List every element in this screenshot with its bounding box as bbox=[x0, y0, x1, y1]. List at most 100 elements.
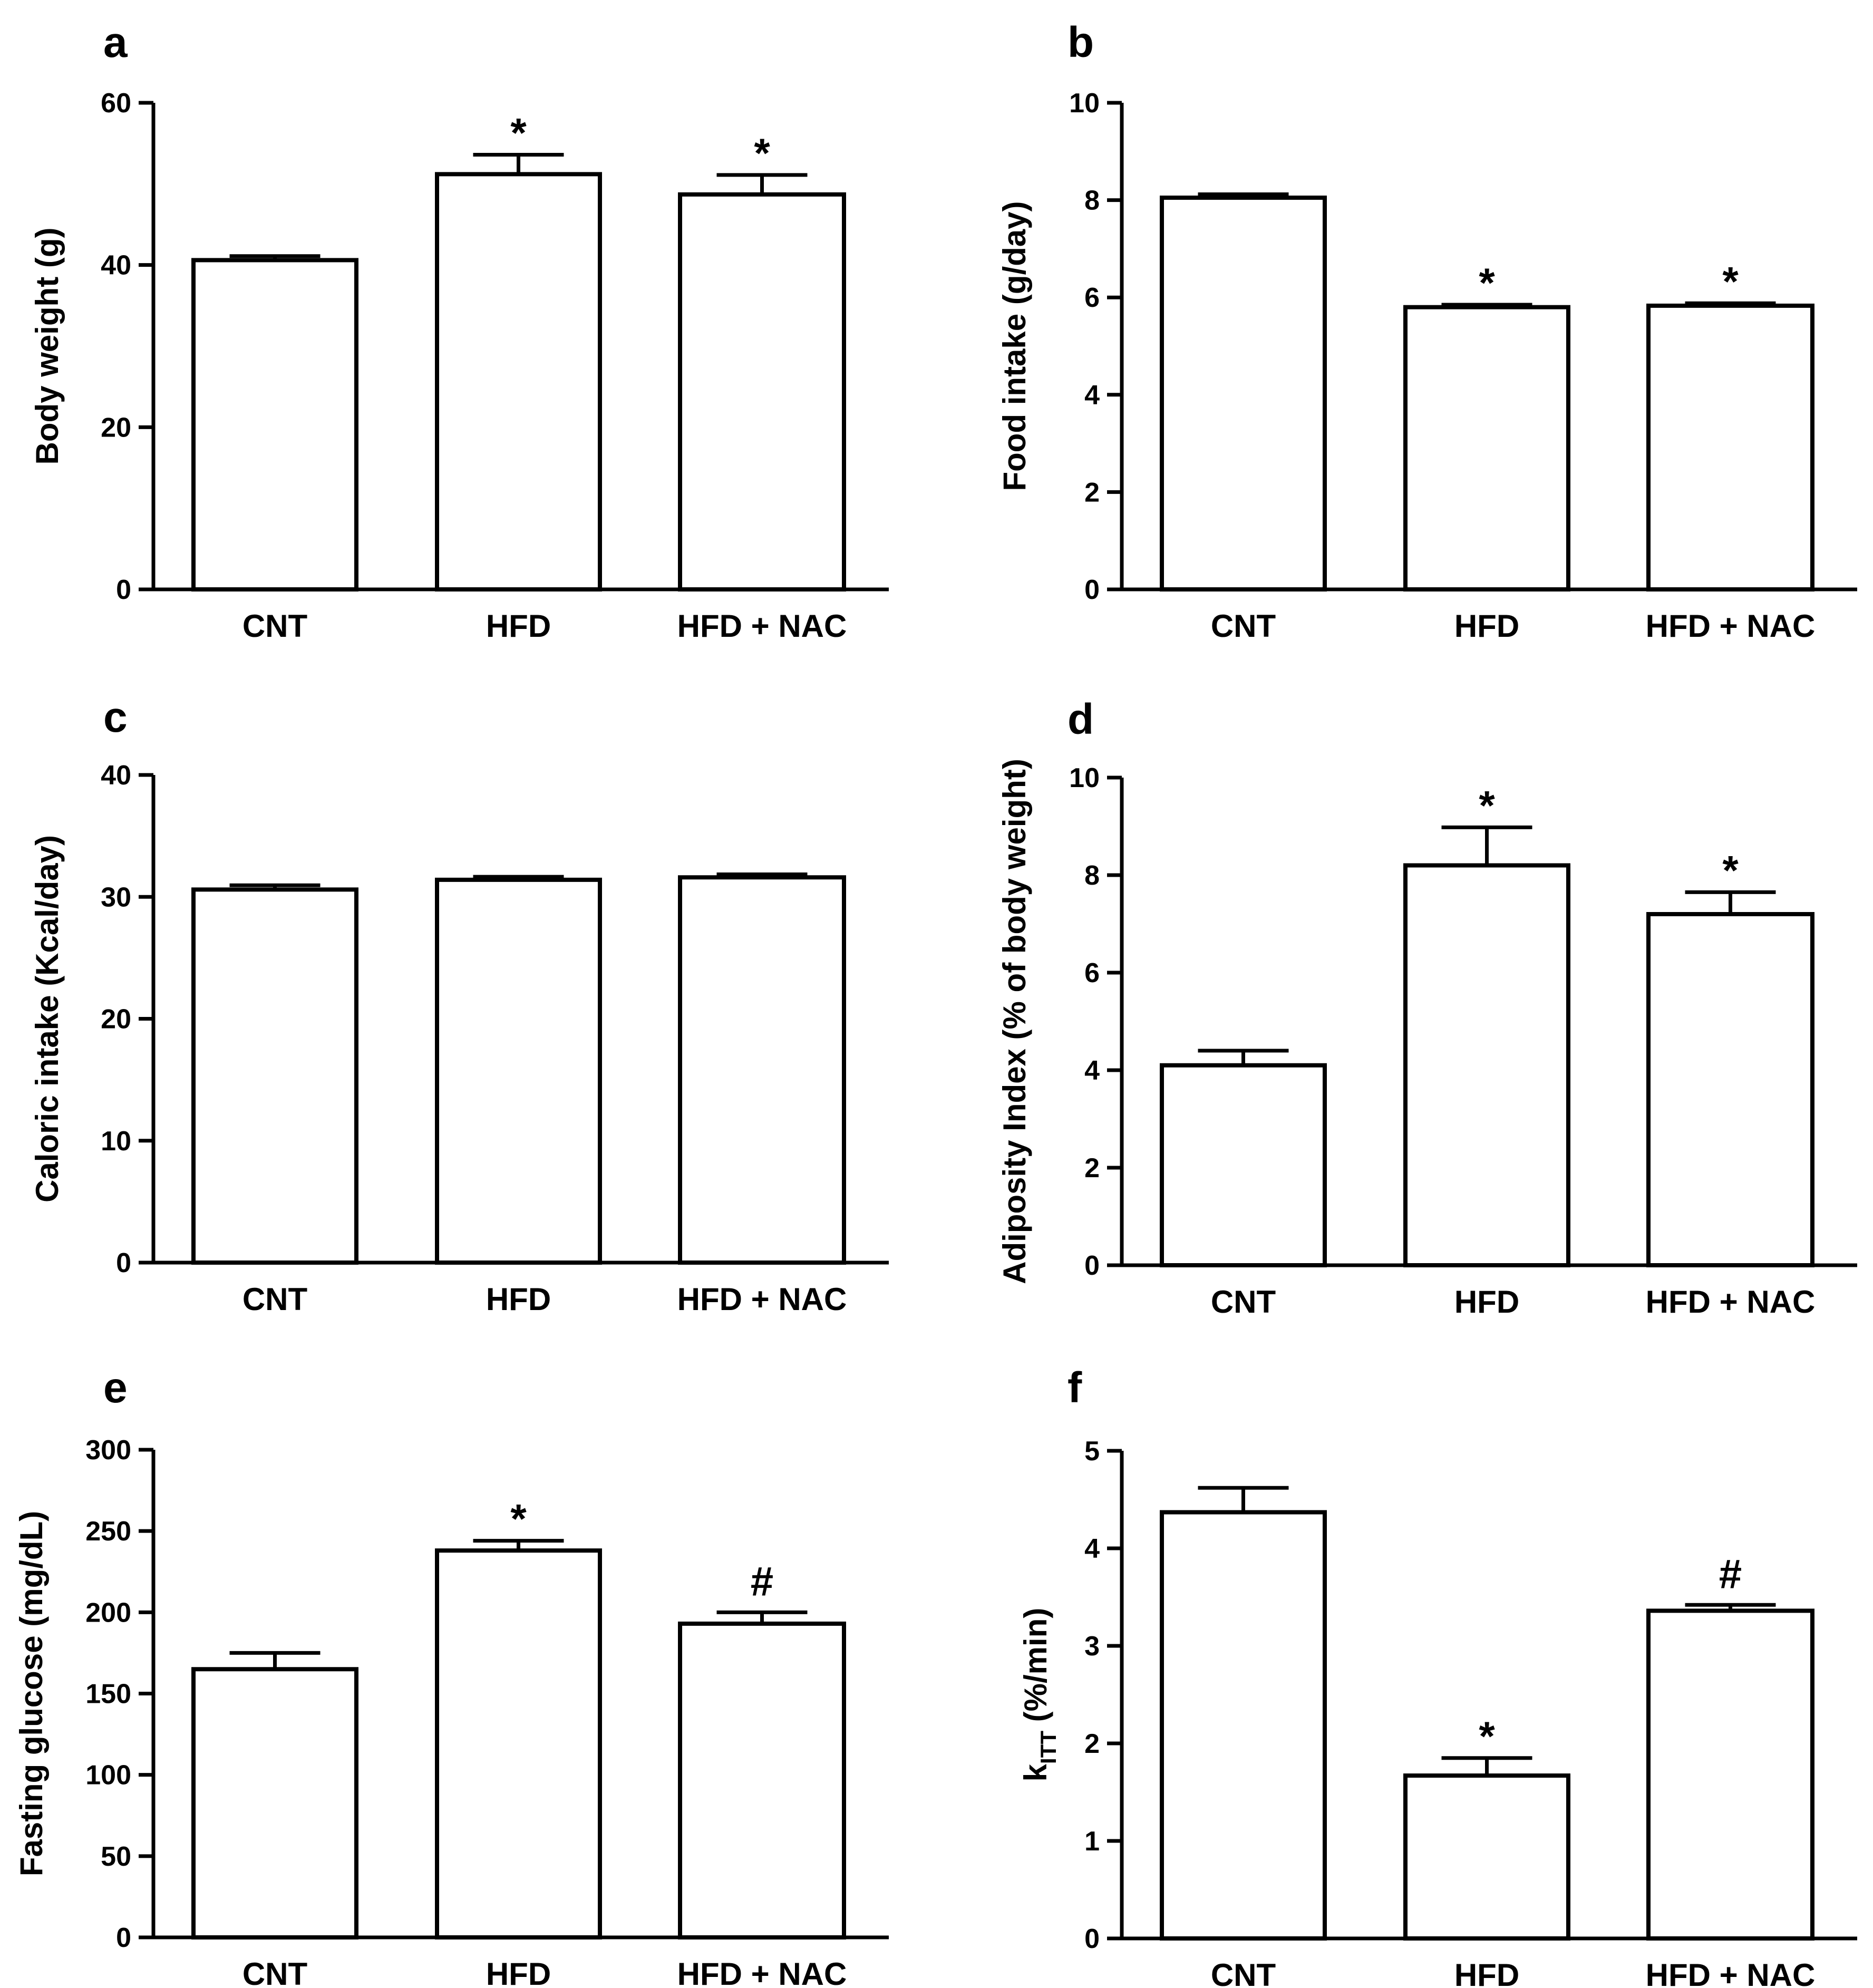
bar-e-1 bbox=[435, 1548, 602, 1940]
bar-d-0 bbox=[1160, 1063, 1327, 1267]
significance-mark: * bbox=[1722, 847, 1739, 893]
y-tick-label: 6 bbox=[1084, 958, 1100, 988]
y-tick-label: 2 bbox=[1084, 477, 1100, 508]
y-tick-label: 150 bbox=[85, 1679, 131, 1710]
x-category-label: CNT bbox=[1211, 608, 1276, 644]
y-axis-label-unit: (%/min) bbox=[1018, 1608, 1053, 1731]
x-category-label: HFD + NAC bbox=[677, 1956, 847, 1988]
y-tick-label: 2 bbox=[1084, 1729, 1100, 1759]
y-tick-label: 20 bbox=[101, 412, 131, 443]
y-tick-label: 6 bbox=[1084, 283, 1100, 313]
panel-e: e 0 50 100 150 200 250 300 Fasting glucose (mg/d… bbox=[14, 1364, 889, 1988]
x-category-label: HFD + NAC bbox=[1646, 1284, 1816, 1320]
y-tick-label: 30 bbox=[101, 882, 131, 913]
y-axis-label: Body weight (g) bbox=[30, 228, 65, 465]
significance-mark: * bbox=[1722, 258, 1739, 304]
x-category-label: CNT bbox=[1211, 1957, 1276, 1988]
y-tick-label: 10 bbox=[1069, 763, 1100, 793]
bar-a-0 bbox=[191, 258, 358, 592]
bar-c-0 bbox=[191, 887, 358, 1265]
y-tick-label: 40 bbox=[101, 760, 131, 791]
y-tick-label: 8 bbox=[1084, 186, 1100, 216]
bar-a-1 bbox=[435, 172, 602, 591]
x-category-label: HFD bbox=[486, 1956, 551, 1988]
bar-a-2 bbox=[678, 192, 846, 591]
panel-c: c 0 10 20 30 40 Caloric intake (Kcal/day) CNT HF… bbox=[30, 693, 889, 1317]
x-category-label: HFD bbox=[486, 608, 551, 644]
x-category-label: HFD + NAC bbox=[1646, 1957, 1816, 1988]
panel-a: a 0 20 40 60 Body weight (g) CNT * HFD * HFD + NAC bbox=[30, 18, 889, 644]
y-tick-label: 0 bbox=[1084, 575, 1100, 605]
bar-b-2 bbox=[1646, 303, 1814, 591]
y-axis-label: Fasting glucose (mg/dL) bbox=[14, 1511, 49, 1876]
x-category-label: HFD + NAC bbox=[677, 1282, 847, 1317]
y-axis-label-subscript: ITT bbox=[1036, 1731, 1061, 1764]
y-tick-label: 4 bbox=[1084, 380, 1100, 411]
x-category-label: HFD bbox=[1454, 1284, 1519, 1320]
panel-letter: b bbox=[1067, 18, 1094, 66]
x-category-label: HFD bbox=[486, 1282, 551, 1317]
y-tick-label: 1 bbox=[1084, 1826, 1100, 1857]
significance-mark: * bbox=[1479, 782, 1495, 828]
y-tick-label: 3 bbox=[1084, 1631, 1100, 1662]
bar-b-0 bbox=[1160, 195, 1327, 591]
panel-letter: a bbox=[103, 18, 128, 66]
y-axis-label: Food intake (g/day) bbox=[997, 201, 1032, 491]
y-tick-label: 10 bbox=[101, 1126, 131, 1157]
significance-mark: * bbox=[510, 109, 527, 156]
y-tick-label: 0 bbox=[116, 1248, 131, 1278]
panel-letter: f bbox=[1067, 1364, 1082, 1412]
significance-mark: * bbox=[754, 130, 770, 176]
y-axis-label: kITT (%/min) bbox=[1018, 1608, 1061, 1782]
significance-mark: # bbox=[751, 1558, 773, 1604]
x-category-label: CNT bbox=[242, 608, 307, 644]
y-axis-label: Adiposity Index (% of body weight) bbox=[997, 759, 1032, 1284]
panel-b: b 0 2 4 6 8 10 Food intake (g/day) CNT * HFD * HFD +… bbox=[997, 18, 1857, 644]
significance-mark: * bbox=[510, 1496, 527, 1542]
significance-mark: * bbox=[1479, 1713, 1495, 1759]
y-tick-label: 60 bbox=[101, 88, 131, 119]
x-category-label: HFD + NAC bbox=[677, 608, 847, 644]
y-tick-label: 8 bbox=[1084, 860, 1100, 891]
panel-letter: e bbox=[103, 1364, 128, 1412]
y-tick-label: 300 bbox=[85, 1435, 131, 1466]
bar-b-1 bbox=[1403, 305, 1570, 591]
panel-d: d 0 2 4 6 8 10 Adiposity Index (% of body weigh… bbox=[997, 695, 1857, 1320]
y-tick-label: 50 bbox=[101, 1841, 131, 1872]
panel-letter: d bbox=[1067, 695, 1094, 743]
y-axis-label: Caloric intake (Kcal/day) bbox=[30, 835, 65, 1203]
bar-e-2 bbox=[678, 1621, 846, 1940]
bar-c-2 bbox=[678, 875, 846, 1265]
y-tick-label: 250 bbox=[85, 1516, 131, 1547]
significance-mark: * bbox=[1479, 259, 1495, 306]
x-category-label: HFD bbox=[1454, 608, 1519, 644]
x-category-label: HFD + NAC bbox=[1646, 608, 1816, 644]
y-tick-label: 4 bbox=[1084, 1534, 1100, 1564]
bar-d-2 bbox=[1646, 912, 1814, 1267]
x-category-label: CNT bbox=[1211, 1284, 1276, 1320]
x-category-label: HFD bbox=[1454, 1957, 1519, 1988]
y-tick-label: 0 bbox=[1084, 1924, 1100, 1954]
y-tick-label: 4 bbox=[1084, 1055, 1100, 1086]
panel-f: f 0 1 2 3 4 5 kITT (%/min) CNT * HFD # HFD + NAC bbox=[1018, 1364, 1857, 1988]
bar-c-1 bbox=[435, 877, 602, 1265]
y-tick-label: 100 bbox=[85, 1760, 131, 1791]
y-axis-label-base: k bbox=[1018, 1763, 1053, 1781]
y-tick-label: 5 bbox=[1084, 1436, 1100, 1467]
x-category-label: CNT bbox=[242, 1282, 307, 1317]
y-tick-label: 40 bbox=[101, 250, 131, 281]
y-tick-label: 0 bbox=[1084, 1250, 1100, 1281]
y-tick-label: 10 bbox=[1069, 88, 1100, 119]
significance-mark: # bbox=[1719, 1550, 1742, 1597]
y-tick-label: 2 bbox=[1084, 1153, 1100, 1184]
bar-f-1 bbox=[1403, 1773, 1570, 1941]
y-tick-label: 200 bbox=[85, 1597, 131, 1628]
bar-f-0 bbox=[1160, 1510, 1327, 1941]
bar-f-2 bbox=[1646, 1608, 1814, 1941]
y-tick-label: 20 bbox=[101, 1004, 131, 1035]
bar-d-1 bbox=[1403, 863, 1570, 1267]
bar-e-0 bbox=[191, 1667, 358, 1939]
panel-letter: c bbox=[103, 693, 128, 741]
x-category-label: CNT bbox=[242, 1956, 307, 1988]
